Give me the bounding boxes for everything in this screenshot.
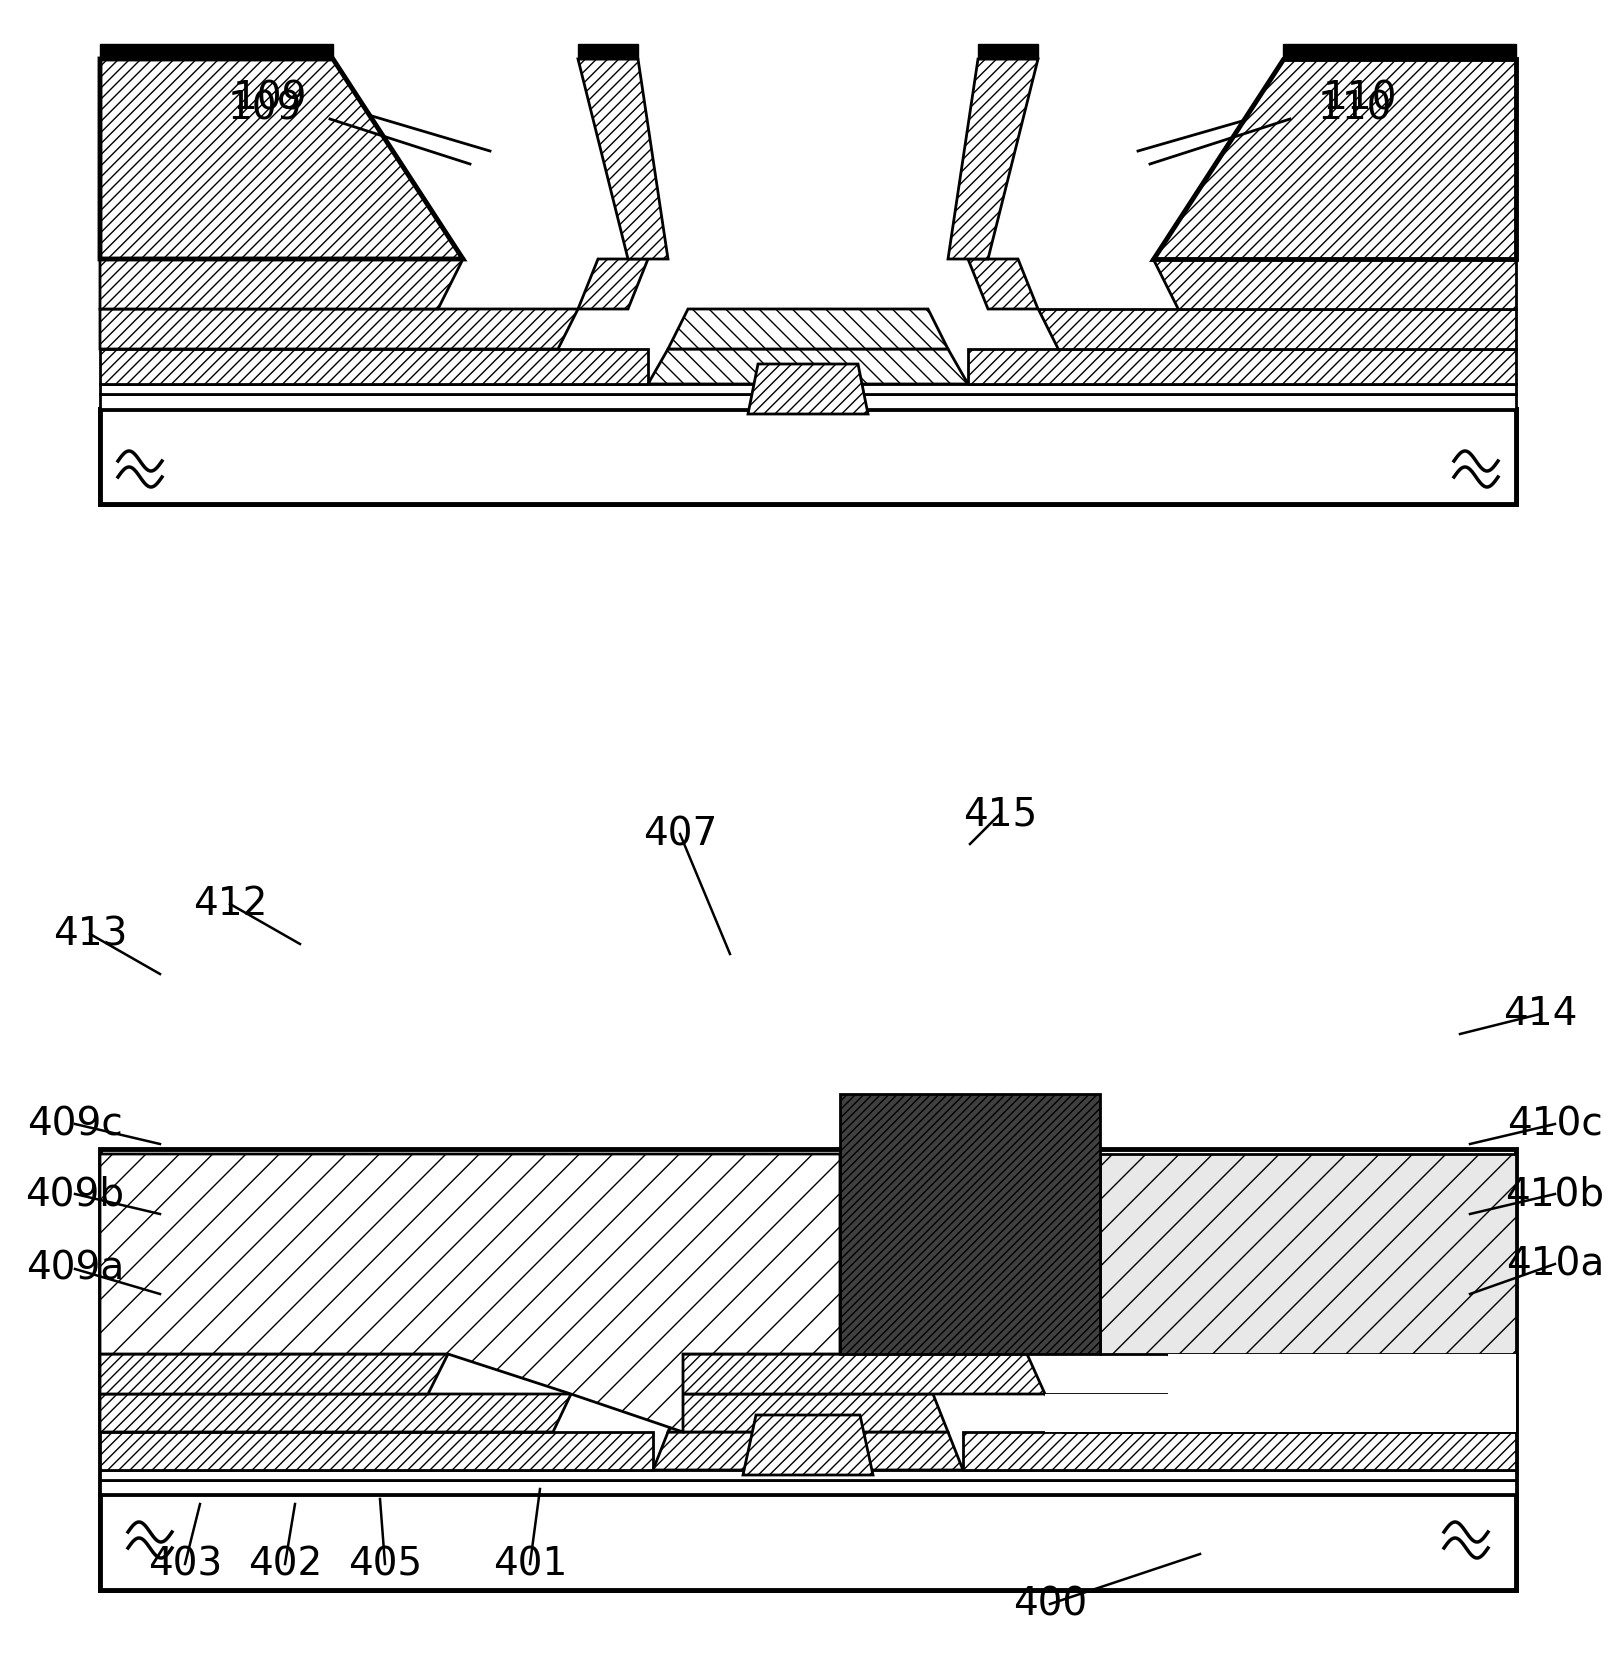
Polygon shape <box>748 364 868 414</box>
Polygon shape <box>963 1432 1516 1470</box>
Polygon shape <box>100 1154 840 1432</box>
Text: 110: 110 <box>1324 79 1398 117</box>
Polygon shape <box>100 409 1516 504</box>
Polygon shape <box>1046 1394 1516 1432</box>
Polygon shape <box>1283 45 1516 60</box>
Text: 109: 109 <box>233 79 307 117</box>
Polygon shape <box>968 260 1037 309</box>
Polygon shape <box>570 1355 1046 1394</box>
Polygon shape <box>100 1470 1516 1480</box>
Text: 409c: 409c <box>27 1105 123 1143</box>
Polygon shape <box>653 1432 963 1470</box>
Polygon shape <box>579 60 667 260</box>
Text: 405: 405 <box>347 1545 422 1583</box>
Polygon shape <box>579 45 638 60</box>
Polygon shape <box>667 309 949 349</box>
Polygon shape <box>667 1394 949 1432</box>
Text: 414: 414 <box>1503 996 1577 1034</box>
Text: 401: 401 <box>493 1545 567 1583</box>
Text: 409a: 409a <box>26 1250 124 1288</box>
Text: 410b: 410b <box>1506 1174 1605 1212</box>
Polygon shape <box>1100 1154 1516 1355</box>
Polygon shape <box>100 384 1516 394</box>
Polygon shape <box>1046 1394 1516 1432</box>
Text: 413: 413 <box>53 915 128 953</box>
Polygon shape <box>100 1480 1516 1494</box>
Polygon shape <box>1168 1355 1516 1394</box>
Polygon shape <box>978 45 1037 60</box>
Polygon shape <box>100 45 333 60</box>
Polygon shape <box>100 309 579 349</box>
Text: 402: 402 <box>247 1545 322 1583</box>
Polygon shape <box>100 409 1516 504</box>
Polygon shape <box>1152 60 1516 260</box>
Polygon shape <box>840 1093 1100 1355</box>
Text: 410c: 410c <box>1508 1105 1603 1143</box>
Polygon shape <box>949 60 1037 260</box>
Polygon shape <box>100 260 464 309</box>
Text: 110: 110 <box>1317 89 1393 127</box>
Polygon shape <box>1152 260 1516 309</box>
Polygon shape <box>100 1494 1516 1589</box>
Polygon shape <box>100 1432 653 1470</box>
Polygon shape <box>1037 309 1516 349</box>
Polygon shape <box>648 349 968 384</box>
Polygon shape <box>1168 1355 1516 1394</box>
Polygon shape <box>968 349 1516 384</box>
Text: 403: 403 <box>149 1545 221 1583</box>
Polygon shape <box>743 1416 873 1475</box>
Polygon shape <box>100 394 1516 409</box>
Polygon shape <box>579 260 648 309</box>
Text: 109: 109 <box>228 89 302 127</box>
Text: 410a: 410a <box>1506 1245 1605 1284</box>
Text: 407: 407 <box>643 815 718 853</box>
Polygon shape <box>100 1394 570 1432</box>
Text: 412: 412 <box>192 885 267 923</box>
Polygon shape <box>100 1355 448 1394</box>
Text: 409b: 409b <box>26 1174 124 1212</box>
Text: 400: 400 <box>1013 1585 1088 1623</box>
Text: 415: 415 <box>963 796 1037 834</box>
Polygon shape <box>100 60 464 260</box>
Polygon shape <box>100 349 648 384</box>
